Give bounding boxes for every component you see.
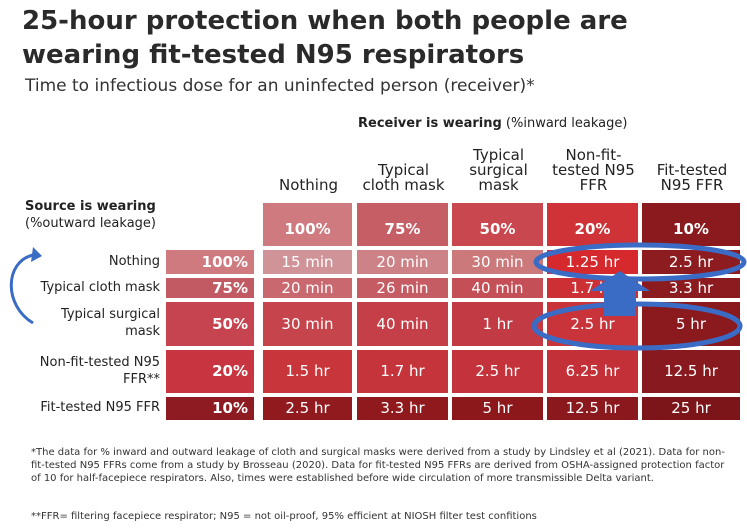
row-label-line: Nothing [108,253,160,269]
column-header-0: Nothing [263,178,354,193]
curved-arrow-head-icon [31,247,42,262]
chart-subtitle: Time to infectious dose for an uninfecte… [25,76,535,96]
column-header-line: mask [478,176,519,194]
time-to-dose-cell: 20 min [263,278,352,298]
time-to-dose-cell: 5 hr [642,302,740,346]
row-leakage-pct: 100% [166,250,254,274]
time-to-dose-cell: 25 hr [642,397,740,420]
column-header-line: Typical [378,161,429,179]
row-label-4: Fit-tested N95 FFR [40,399,160,416]
time-to-dose-cell: 1 hr [452,302,543,346]
row-label-line: Fit-tested N95 FFR [40,400,160,415]
time-to-dose-cell: 30 min [263,302,352,346]
time-to-dose-cell: 1.7 hr [547,278,638,298]
row-label-line: FFR** [123,371,160,387]
receiver-header-rest: (%inward leakage) [501,116,628,131]
column-header-line: cloth mask [362,176,445,194]
receiver-header: Receiver is wearing (%inward leakage) [358,116,627,131]
time-to-dose-cell: 40 min [357,302,448,346]
time-to-dose-cell: 5 hr [452,397,543,420]
row-label-line: Typical cloth mask [40,279,160,295]
time-to-dose-cell: 3.3 hr [642,278,740,298]
column-header-3: Non-fit-tested N95 FFR [547,148,640,193]
column-header-line: FFR [579,176,608,194]
time-to-dose-cell: 40 min [452,278,543,298]
column-header-1: Typical cloth mask [357,163,450,193]
time-to-dose-cell: 20 min [357,250,448,274]
time-to-dose-cell: 1.5 hr [263,350,352,393]
footnote-ffr-definition: **FFR= filtering facepiece respirator; N… [31,511,537,522]
time-to-dose-cell: 12.5 hr [547,397,638,420]
source-header-rest: (%outward leakage) [25,216,156,231]
source-header-bold: Source is wearing [25,199,156,214]
time-to-dose-cell: 2.5 hr [263,397,352,420]
row-leakage-pct: 75% [166,278,254,298]
time-to-dose-cell: 3.3 hr [357,397,448,420]
column-leakage-pct: 50% [452,203,543,246]
column-leakage-pct: 20% [547,203,638,246]
row-label-line: Non-fit-tested N95 [39,354,160,370]
curved-arrow-icon [9,253,34,325]
time-to-dose-cell: 15 min [263,250,352,274]
column-header-line: Non-fit- [565,146,622,164]
time-to-dose-cell: 2.5 hr [452,350,543,393]
column-header-line: N95 FFR [660,176,724,194]
page-title: 25-hour protection when both people are … [22,6,628,70]
row-label-1: Typical cloth mask [41,279,160,296]
column-header-line: surgical [469,161,528,179]
row-label-line: mask [125,324,160,339]
row-leakage-pct: 10% [166,397,254,420]
time-to-dose-cell: 6.25 hr [547,350,638,393]
receiver-header-bold: Receiver is wearing [358,116,502,131]
row-label-line: Typical surgical [60,307,160,322]
row-label-0: Nothing [109,253,160,270]
time-to-dose-cell: 26 min [357,278,448,298]
source-header: Source is wearing (%outward leakage) [25,198,156,232]
time-to-dose-cell: 1.25 hr [547,250,638,274]
column-header-2: Typical surgical mask [452,148,545,193]
time-to-dose-cell: 30 min [452,250,543,274]
row-label-2: Typical surgical mask [61,306,160,340]
column-header-line: Nothing [279,176,338,194]
time-to-dose-cell: 12.5 hr [642,350,740,393]
column-header-line: tested N95 [552,161,635,179]
time-to-dose-cell: 1.7 hr [357,350,448,393]
column-header-4: Fit-tested N95 FFR [642,163,742,193]
column-leakage-pct: 100% [263,203,352,246]
row-label-3: Non-fit-tested N95 FFR** [40,354,160,388]
column-leakage-pct: 75% [357,203,448,246]
column-header-line: Fit-tested [656,161,728,179]
time-to-dose-cell: 2.5 hr [547,302,638,346]
time-to-dose-cell: 2.5 hr [642,250,740,274]
column-leakage-pct: 10% [642,203,740,246]
column-header-line: Typical [473,146,524,164]
footnote-data-sources: *The data for % inward and outward leaka… [31,447,725,484]
row-leakage-pct: 20% [166,350,254,393]
row-leakage-pct: 50% [166,302,254,346]
